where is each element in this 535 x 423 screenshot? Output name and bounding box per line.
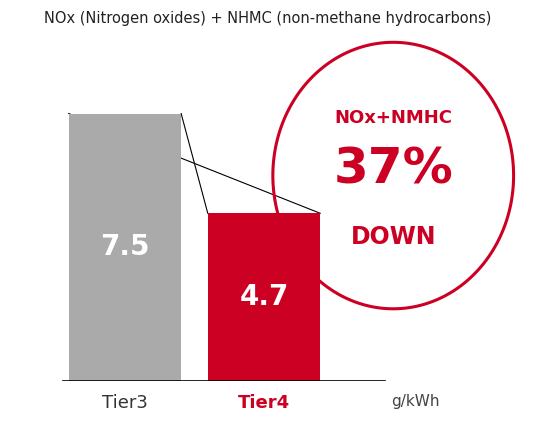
Text: 4.7: 4.7 — [239, 283, 289, 311]
Text: Tier4: Tier4 — [238, 394, 290, 412]
Text: NOx (Nitrogen oxides) + NHMC (non-methane hydrocarbons): NOx (Nitrogen oxides) + NHMC (non-methan… — [44, 11, 491, 25]
Text: g/kWh: g/kWh — [391, 394, 440, 409]
Text: 37%: 37% — [333, 145, 453, 193]
Text: Tier3: Tier3 — [102, 394, 148, 412]
Text: DOWN: DOWN — [350, 225, 436, 249]
Text: 7.5: 7.5 — [100, 233, 150, 261]
Bar — [208, 213, 320, 381]
Text: NOx+NMHC: NOx+NMHC — [334, 110, 452, 127]
Bar — [68, 113, 181, 381]
